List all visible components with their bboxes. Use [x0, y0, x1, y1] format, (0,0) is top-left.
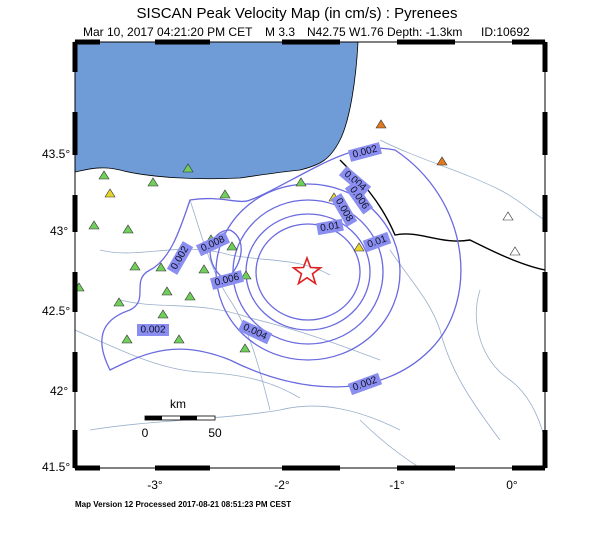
scale-end: 50 — [208, 426, 222, 440]
lat-label: 42.5° — [42, 304, 70, 318]
footer: Map Version 12 Processed 2017-08-21 08:5… — [75, 500, 291, 509]
location: N42.75 W1.76 — [307, 25, 384, 39]
date: Mar 10, 2017 04:21:20 PM CET — [83, 25, 253, 39]
lon-label: -2° — [274, 478, 290, 492]
lat-label: 41.5° — [42, 460, 70, 474]
lon-labels: -3° -2° -1° 0° — [147, 478, 518, 492]
lon-label: 0° — [506, 478, 518, 492]
magnitude: M 3.3 — [265, 25, 295, 39]
scale-unit: km — [170, 397, 186, 411]
epicenter — [291, 255, 323, 286]
scale-bar: km 0 50 — [142, 397, 222, 440]
map: 0.002 0.004 0.006 0.008 0.01 0.01 0.008 … — [42, 39, 548, 492]
event-id: ID:10692 — [481, 25, 530, 39]
depth: Depth: -1.3km — [387, 25, 462, 39]
frame-ticks — [72, 39, 548, 471]
lat-label: 43° — [50, 224, 68, 238]
lat-label: 42° — [50, 384, 68, 398]
lon-label: -1° — [389, 478, 405, 492]
lat-label: 43.5° — [42, 147, 70, 161]
lat-labels: 43.5° 43° 42.5° 42° 41.5° — [42, 147, 70, 474]
lon-label: -3° — [147, 478, 163, 492]
title: SISCAN Peak Velocity Map (in cm/s) : Pyr… — [137, 5, 458, 22]
scale-start: 0 — [142, 426, 149, 440]
contour-label: 0.002 — [140, 325, 165, 336]
contour-label: 0.01 — [319, 220, 341, 234]
